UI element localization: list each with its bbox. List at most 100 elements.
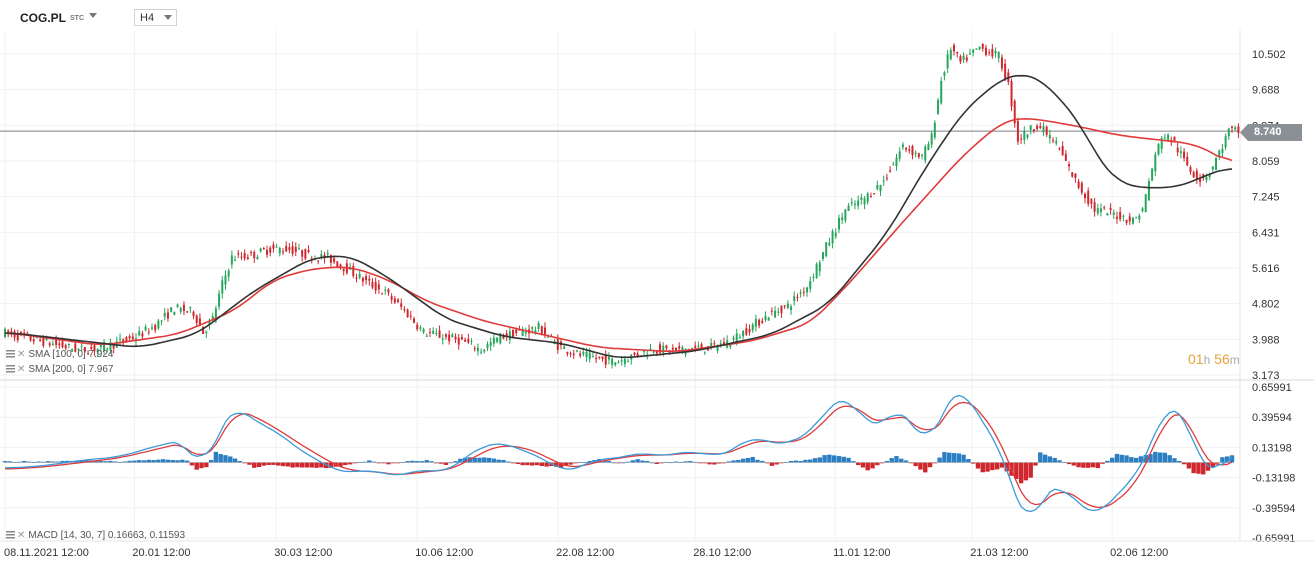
candle-body — [163, 312, 166, 317]
candle-body — [713, 343, 716, 345]
candle-body — [39, 339, 42, 341]
candle-body — [281, 251, 284, 253]
candle-body — [1218, 150, 1221, 157]
macd-histogram-bar — [184, 460, 190, 463]
candle-body — [940, 80, 943, 104]
candle-body — [51, 343, 54, 345]
close-icon[interactable]: ✕ — [17, 364, 26, 375]
macd-line — [4, 394, 1233, 513]
candle-body — [387, 289, 390, 293]
macd-histogram-bar — [2, 461, 8, 463]
candle-body — [825, 242, 828, 257]
x-tick-label: 20.01 12:00 — [132, 547, 190, 559]
candle-body — [377, 284, 380, 290]
macd-histogram-bar — [947, 452, 952, 463]
candle-body — [822, 252, 824, 260]
macd-histogram-bar — [855, 462, 861, 466]
candle-body — [547, 336, 550, 338]
legend-macd[interactable]: ✕ MACD [14, 30, 7] 0.16663, 0.11593 — [6, 530, 185, 541]
eye-icon[interactable] — [6, 530, 15, 539]
candle-body — [1224, 136, 1227, 148]
candle-body — [502, 334, 505, 339]
legend-sma-slow[interactable]: ✕ SMA [200, 0] 7.967 — [6, 364, 113, 375]
candle-body — [1029, 125, 1032, 130]
timeframe-select[interactable]: H4 — [134, 9, 177, 26]
macd-histogram-bar — [879, 462, 885, 464]
macd-histogram-bar — [970, 462, 976, 464]
macd-histogram-bar — [688, 461, 693, 463]
candle-body — [1179, 151, 1182, 154]
candle-body — [1112, 212, 1115, 215]
candle-body — [1103, 207, 1106, 209]
macd-histogram-bar — [36, 461, 41, 463]
candle-body — [77, 348, 80, 350]
macd-histogram-bar — [716, 462, 722, 464]
candle-body — [1160, 137, 1163, 149]
candle-body — [729, 343, 732, 347]
candle-body — [291, 246, 294, 254]
macd-histogram-bar — [1148, 454, 1153, 463]
candle-body — [1020, 138, 1023, 140]
eye-icon[interactable] — [6, 349, 15, 358]
candle-body — [655, 351, 658, 354]
sma200-line — [4, 118, 1233, 353]
candle-body — [1068, 164, 1071, 167]
macd-histogram-bar — [7, 461, 12, 463]
macd-histogram-bar — [242, 462, 247, 464]
candle-body — [135, 338, 138, 341]
macd-histogram-bar — [1210, 462, 1216, 468]
countdown-h-suffix: h — [1203, 353, 1211, 367]
candle-body — [80, 345, 83, 347]
eye-icon[interactable] — [6, 364, 15, 373]
macd-histogram-bar — [1086, 462, 1091, 468]
macd-histogram-bar — [1042, 454, 1048, 463]
candle-body — [192, 311, 195, 317]
candle-body — [71, 349, 74, 352]
candle-body — [659, 344, 662, 353]
candle-body — [885, 177, 888, 179]
candle-body — [1195, 170, 1198, 180]
y-tick-label: 3.988 — [1252, 334, 1280, 346]
macd-histogram-bar — [1114, 453, 1120, 463]
candle-body — [793, 296, 796, 302]
macd-histogram-bar — [673, 461, 679, 463]
candle-body — [1163, 137, 1166, 139]
candle-body — [1096, 208, 1099, 214]
close-icon[interactable]: ✕ — [17, 530, 26, 541]
macd-histogram-bar — [1172, 458, 1177, 463]
legend-sma-fast[interactable]: ✕ SMA [100, 0] 7.924 — [6, 349, 113, 360]
macd-histogram-bar — [237, 461, 243, 463]
macd-histogram-bar — [1023, 462, 1029, 481]
macd-tick-label: 0.39594 — [1252, 412, 1292, 424]
close-icon[interactable]: ✕ — [17, 349, 26, 360]
macd-histogram-bar — [645, 460, 650, 463]
candle-body — [981, 43, 984, 49]
macd-histogram-bar — [127, 460, 132, 463]
candle-body — [544, 327, 547, 336]
candle-body — [1231, 126, 1233, 128]
candle-body — [1135, 217, 1138, 219]
candle-body — [633, 352, 636, 355]
macd-histogram-bar — [98, 461, 104, 463]
y-tick-label: 7.245 — [1252, 192, 1280, 204]
symbol-dropdown-icon[interactable] — [89, 13, 97, 18]
candle-body — [901, 144, 904, 148]
candle-body — [777, 311, 780, 313]
macd-histogram-bar — [640, 460, 645, 463]
candle-body — [262, 247, 265, 250]
symbol-selector[interactable]: COG.PL STC — [20, 11, 84, 25]
candle-body — [604, 355, 607, 365]
candle-body — [860, 197, 863, 200]
candle-body — [956, 51, 959, 54]
candle-body — [166, 312, 169, 319]
candle-body — [681, 347, 684, 352]
macd-histogram-bar — [760, 460, 765, 463]
candle-body — [719, 343, 722, 346]
candle-body — [780, 305, 783, 314]
candle-body — [131, 336, 134, 340]
candle-body — [614, 362, 617, 366]
candle-body — [802, 291, 805, 293]
candle-body — [1042, 126, 1045, 133]
candle-body — [579, 353, 582, 356]
